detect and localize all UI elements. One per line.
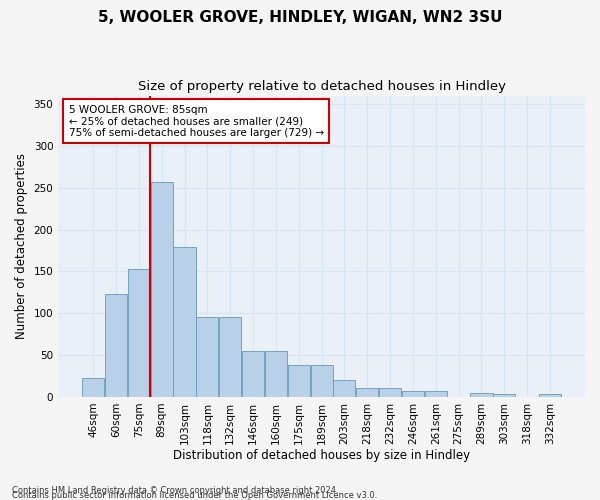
Bar: [128, 269, 150, 397]
Bar: [539, 394, 561, 397]
Text: 5 WOOLER GROVE: 85sqm
← 25% of detached houses are smaller (249)
75% of semi-det: 5 WOOLER GROVE: 85sqm ← 25% of detached …: [69, 104, 324, 138]
Text: Contains public sector information licensed under the Open Government Licence v3: Contains public sector information licen…: [12, 491, 377, 500]
Bar: [82, 378, 104, 397]
Text: 5, WOOLER GROVE, HINDLEY, WIGAN, WN2 3SU: 5, WOOLER GROVE, HINDLEY, WIGAN, WN2 3SU: [98, 10, 502, 25]
Bar: [493, 394, 515, 397]
X-axis label: Distribution of detached houses by size in Hindley: Distribution of detached houses by size …: [173, 450, 470, 462]
Bar: [425, 391, 447, 397]
Bar: [356, 388, 379, 397]
Bar: [311, 365, 332, 397]
Bar: [470, 393, 493, 397]
Bar: [379, 388, 401, 397]
Text: Contains HM Land Registry data © Crown copyright and database right 2024.: Contains HM Land Registry data © Crown c…: [12, 486, 338, 495]
Y-axis label: Number of detached properties: Number of detached properties: [15, 154, 28, 340]
Bar: [242, 351, 264, 397]
Title: Size of property relative to detached houses in Hindley: Size of property relative to detached ho…: [137, 80, 506, 93]
Bar: [151, 182, 173, 397]
Bar: [173, 247, 196, 397]
Bar: [402, 391, 424, 397]
Bar: [105, 294, 127, 397]
Bar: [219, 318, 241, 397]
Bar: [265, 351, 287, 397]
Bar: [287, 365, 310, 397]
Bar: [334, 380, 355, 397]
Bar: [196, 318, 218, 397]
